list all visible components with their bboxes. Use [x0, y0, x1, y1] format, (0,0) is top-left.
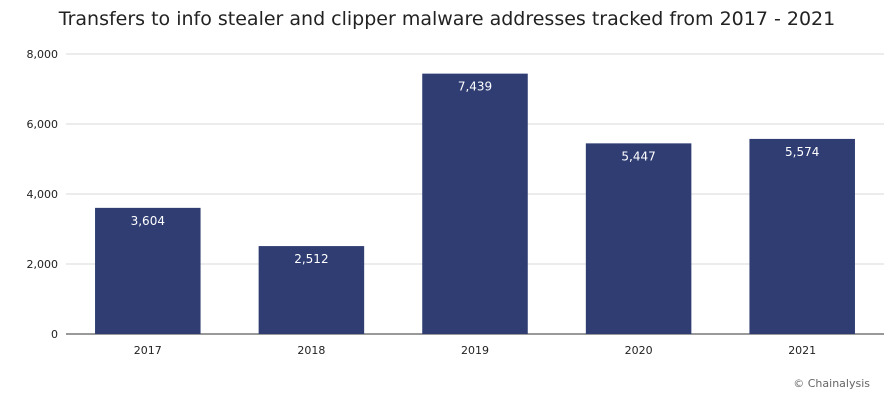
y-tick-label: 4,000	[27, 188, 59, 201]
y-axis-ticks: 0 2,000 4,000 6,000 8,000	[27, 48, 59, 341]
bar-2017	[95, 207, 201, 334]
bars	[95, 73, 855, 334]
data-label-2018: 2,512	[294, 252, 328, 266]
y-tick-label: 0	[51, 328, 58, 341]
x-tick-label: 2020	[625, 344, 653, 357]
x-tick-label: 2021	[788, 344, 816, 357]
data-label-2021: 5,574	[785, 145, 819, 159]
x-tick-label: 2019	[461, 344, 489, 357]
y-tick-label: 8,000	[27, 48, 59, 61]
data-label-2020: 5,447	[621, 149, 655, 163]
x-axis-ticks: 2017 2018 2019 2020 2021	[134, 344, 816, 357]
chart-title: Transfers to info stealer and clipper ma…	[58, 8, 836, 30]
x-tick-label: 2017	[134, 344, 162, 357]
bar-2020	[585, 143, 692, 334]
bar-2019	[422, 73, 528, 334]
credit-watermark: © Chainalysis	[793, 377, 870, 390]
bar-2018	[258, 246, 365, 334]
bar-2021	[749, 138, 855, 334]
data-label-2017: 3,604	[131, 214, 165, 228]
data-label-2019: 7,439	[458, 80, 492, 94]
y-tick-label: 2,000	[27, 258, 59, 271]
x-tick-label: 2018	[297, 344, 325, 357]
data-labels: 3,604 2,512 7,439 5,447 5,574	[131, 80, 820, 266]
y-tick-label: 6,000	[27, 118, 59, 131]
